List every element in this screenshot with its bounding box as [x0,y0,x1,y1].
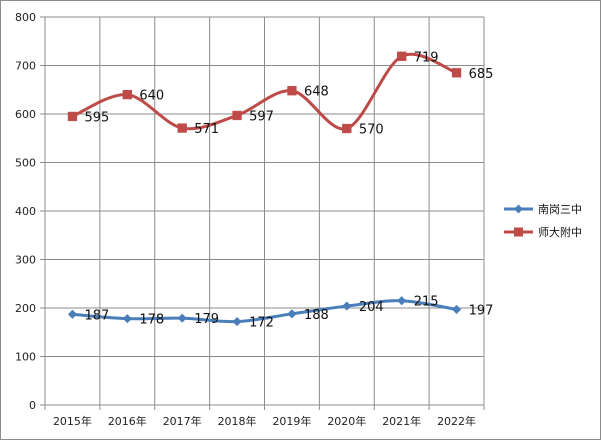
data-label: 648 [304,85,329,100]
x-tick-label: 2017年 [163,414,202,428]
y-tick-label: 600 [15,108,36,121]
data-label: 179 [194,312,219,327]
y-tick-label: 800 [15,11,36,24]
point-marker [287,309,297,319]
data-label: 172 [249,316,274,331]
point-marker [122,89,132,100]
point-marker [397,296,407,306]
data-label: 640 [139,89,164,104]
data-label: 197 [469,303,494,318]
x-tick-label: 2022年 [437,414,476,428]
x-tick-label: 2021年 [382,414,421,428]
data-label: 178 [139,313,164,328]
point-marker [232,110,242,121]
x-tick-label: 2019年 [272,414,311,428]
data-label: 595 [84,110,109,125]
y-tick-label: 200 [15,302,36,315]
y-tick-label: 100 [15,351,36,364]
legend-label: 南岗三中 [538,203,582,216]
grid-lines [44,16,485,410]
data-label: 571 [194,122,219,137]
series-markers [67,51,462,327]
y-tick-label: 400 [15,205,36,218]
data-label: 570 [359,123,384,138]
axes: 0 100 200 300 400 500 600 700 800 2015年 2016年 2017年… [15,11,484,428]
point-marker [397,51,407,61]
point-marker [122,314,132,324]
data-labels: 187 178 179 172 188 204 215 197 595 640 571 597 648 5… [84,50,493,330]
data-label: 204 [359,300,384,315]
point-marker [451,304,462,315]
data-label: 188 [304,308,329,323]
y-tick-label: 0 [29,399,36,412]
data-label: 215 [414,295,439,310]
point-marker [177,123,187,133]
point-marker [177,313,187,323]
data-label: 719 [414,50,439,65]
x-tick-label: 2018年 [218,414,257,428]
x-tick-label: 2016年 [108,414,147,428]
point-marker [451,68,462,78]
data-label: 597 [249,109,274,124]
data-label: 685 [469,67,494,82]
y-tick-label: 300 [15,254,36,267]
x-tick-label: 2015年 [53,414,92,428]
point-marker [513,204,524,214]
legend-label: 师大附中 [538,225,582,239]
point-marker [342,301,352,311]
point-marker [67,309,78,319]
x-tick-label: 2020年 [327,414,366,428]
point-marker [342,123,352,134]
y-tick-label: 500 [15,157,36,170]
point-marker [514,227,523,237]
y-tick-label: 700 [15,60,36,73]
point-marker [232,316,242,327]
point-marker [287,86,297,96]
data-label: 187 [84,308,109,323]
point-marker [67,111,78,122]
